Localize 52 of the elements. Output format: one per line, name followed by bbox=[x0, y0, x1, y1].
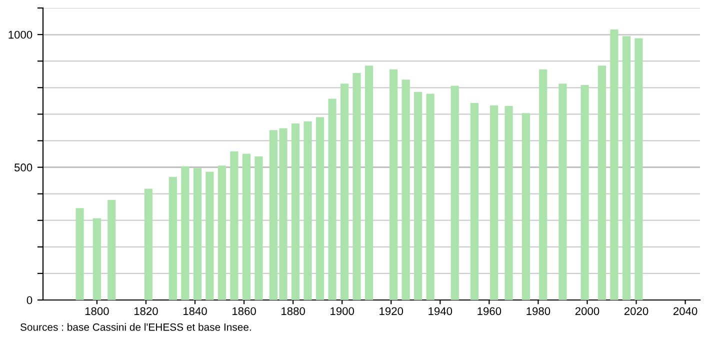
x-tick-label: 1880 bbox=[282, 307, 305, 316]
bar bbox=[390, 69, 398, 300]
bar bbox=[92, 218, 101, 300]
bar bbox=[558, 84, 567, 300]
x-tick-label: 2000 bbox=[575, 307, 600, 316]
bar bbox=[539, 69, 548, 300]
bar bbox=[522, 113, 530, 300]
bar bbox=[504, 106, 513, 300]
bar bbox=[108, 200, 116, 300]
bar bbox=[352, 73, 361, 300]
bar bbox=[254, 156, 263, 300]
bar bbox=[490, 105, 498, 300]
x-tick-label: 1960 bbox=[478, 307, 502, 316]
bar bbox=[206, 172, 214, 300]
bar bbox=[580, 84, 589, 300]
bar bbox=[218, 166, 226, 300]
bar bbox=[634, 38, 643, 300]
y-tick-label: 0 bbox=[26, 296, 32, 304]
x-tick-label: 1840 bbox=[183, 307, 207, 316]
bar bbox=[316, 117, 324, 300]
bar bbox=[426, 94, 434, 300]
x-tick-label: 1980 bbox=[526, 307, 550, 316]
bar bbox=[450, 86, 459, 300]
bar bbox=[242, 154, 251, 300]
x-tick-label: 1800 bbox=[85, 307, 109, 316]
bar bbox=[328, 98, 336, 300]
bar bbox=[230, 151, 238, 300]
bar bbox=[168, 176, 177, 300]
bar bbox=[181, 166, 190, 300]
bar bbox=[76, 208, 84, 300]
bar bbox=[340, 84, 349, 300]
bar bbox=[610, 30, 618, 300]
bar bbox=[365, 66, 374, 300]
x-tick-label: 2040 bbox=[673, 307, 698, 316]
bar bbox=[598, 66, 606, 300]
x-tick-label: 2020 bbox=[624, 307, 648, 316]
bar bbox=[304, 121, 312, 300]
x-tick-label: 1860 bbox=[232, 307, 256, 316]
x-tick-label: 1900 bbox=[330, 307, 354, 316]
source-note: Sources : base Cassini de l'EHESS et base Insee. bbox=[20, 323, 251, 331]
bar bbox=[622, 36, 630, 300]
x-tick-label: 1940 bbox=[428, 307, 452, 316]
bar bbox=[193, 168, 202, 300]
bar bbox=[402, 80, 410, 300]
x-tick-label: 1920 bbox=[380, 307, 404, 316]
bar bbox=[470, 103, 479, 300]
bar bbox=[144, 188, 152, 300]
y-tick-label: 1000 bbox=[8, 30, 32, 39]
x-tick-label: 1820 bbox=[134, 307, 158, 316]
y-tick-label: 500 bbox=[14, 164, 32, 172]
bar bbox=[291, 123, 300, 300]
bar bbox=[414, 92, 422, 300]
